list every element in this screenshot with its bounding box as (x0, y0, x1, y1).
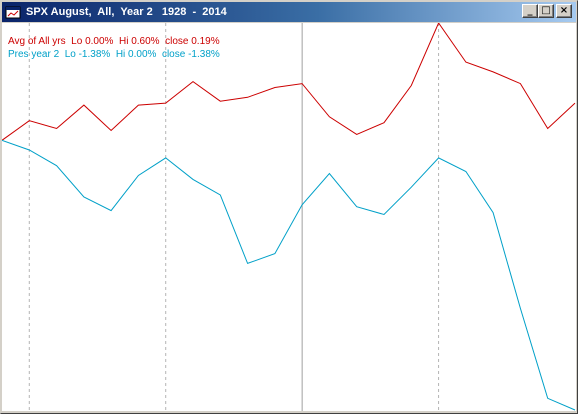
line-chart (2, 23, 576, 411)
series-line-pres-year-2 (2, 139, 576, 411)
window-controls: _ □ × (522, 4, 572, 18)
minimize-icon: _ (527, 5, 533, 16)
chart-area: Avg of All yrs Lo 0.00% Hi 0.60% close 0… (2, 23, 576, 411)
legend-pres-year-2: Pres year 2 Lo -1.38% Hi 0.00% close -1.… (8, 49, 220, 60)
close-icon: × (559, 5, 569, 16)
maximize-button[interactable]: □ (538, 4, 554, 18)
minimize-button[interactable]: _ (522, 4, 538, 18)
window-title: SPX August, All, Year 2 1928 - 2014 (26, 6, 227, 18)
legend-avg-all-years: Avg of All yrs Lo 0.00% Hi 0.60% close 0… (8, 36, 220, 47)
series-line-avg-all-years (2, 23, 576, 141)
close-button[interactable]: × (556, 4, 572, 18)
maximize-icon: □ (541, 5, 551, 16)
chart-app-icon[interactable] (5, 4, 21, 20)
title-bar[interactable]: SPX August, All, Year 2 1928 - 2014 _ □ … (2, 2, 576, 22)
